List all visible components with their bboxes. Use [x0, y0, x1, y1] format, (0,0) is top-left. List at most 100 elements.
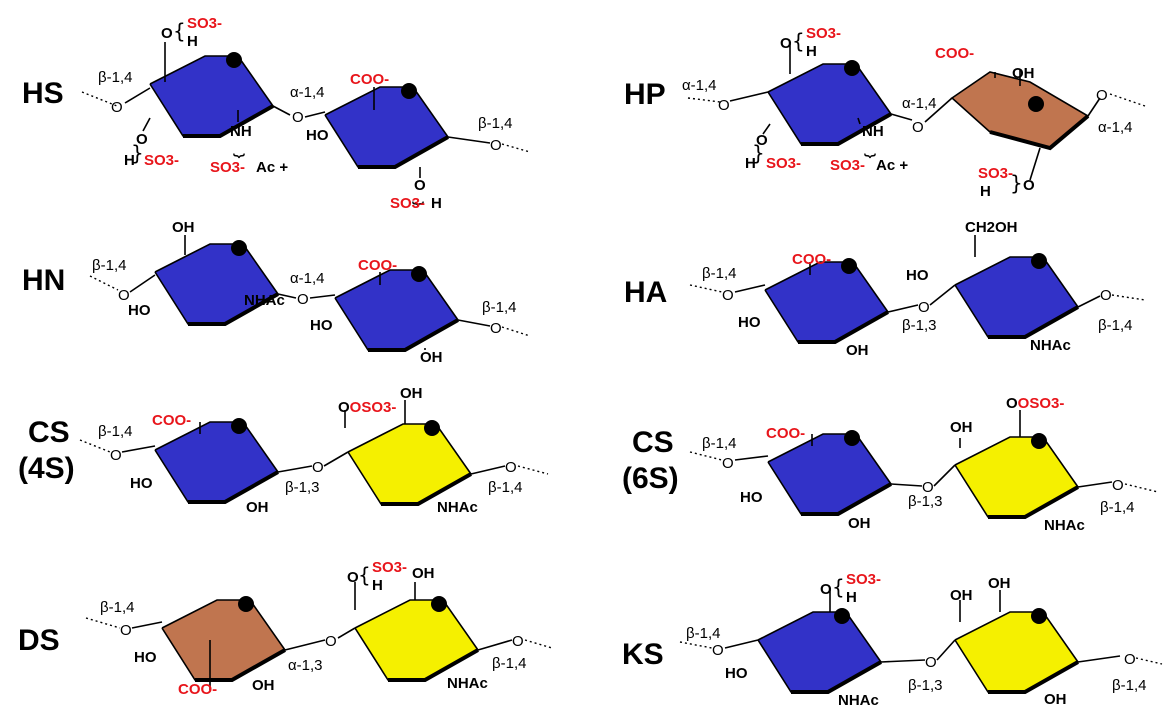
- hp-link-right: α-1,4: [1098, 119, 1133, 136]
- ks-gal-ring: [756, 606, 883, 694]
- svg-text:}: }: [1010, 171, 1023, 195]
- ha-oh: OH: [846, 342, 869, 359]
- svg-text:O: O: [111, 99, 123, 116]
- ds-galnac-ring: [353, 594, 480, 682]
- ks-link-mid: β-1,3: [908, 677, 942, 694]
- ha-link-right: β-1,4: [1098, 317, 1132, 334]
- svg-text:O: O: [1112, 477, 1124, 494]
- ds-ho: HO: [134, 649, 157, 666]
- hs-ho: HO: [306, 127, 329, 144]
- hn-link-right: β-1,4: [482, 299, 516, 316]
- cs6s-link-mid: β-1,3: [908, 493, 942, 510]
- hn-name: HN: [22, 264, 65, 297]
- ds-link-mid: α-1,3: [288, 657, 323, 674]
- ks-oh2: OH: [1044, 691, 1067, 708]
- hs-h-o6: H: [187, 33, 198, 50]
- hn-oh6: OH: [172, 219, 195, 236]
- hn-oh2: OH: [420, 349, 443, 366]
- cs6s-link-right: β-1,4: [1100, 499, 1134, 516]
- hs-link-left: β-1,4: [98, 69, 132, 86]
- hp-o6: O: [780, 35, 792, 52]
- hp-o3: O: [756, 132, 768, 149]
- hp-coo: COO-: [935, 45, 974, 62]
- ds-name: DS: [18, 624, 60, 657]
- ks-oh6: OH: [988, 575, 1011, 592]
- hs-h-o3: H: [124, 152, 135, 169]
- cs4s-oh: OH: [246, 499, 269, 516]
- hp-o2: O: [1023, 177, 1035, 194]
- svg-text:O: O: [718, 97, 730, 114]
- cs4s-oh6: OH: [400, 385, 423, 402]
- svg-text:}: }: [131, 141, 144, 165]
- svg-text:O: O: [297, 291, 309, 308]
- hp-so3-n: SO3-: [830, 157, 865, 174]
- hs-o3: O: [136, 131, 148, 148]
- svg-text:O: O: [292, 109, 304, 126]
- hs-so3-o6: SO3-: [187, 15, 222, 32]
- svg-text:O: O: [1100, 287, 1112, 304]
- svg-text:O: O: [1124, 651, 1136, 668]
- hn-nhac: NHAc: [244, 292, 285, 309]
- hs-idoa-ring: [323, 81, 450, 169]
- svg-text:O: O: [925, 654, 937, 671]
- hs-glcn-ring: [148, 50, 275, 138]
- cs4s-name-top: CS: [28, 416, 70, 449]
- svg-text:O: O: [722, 455, 734, 472]
- svg-text:O: O: [118, 287, 130, 304]
- ha-ho4: HO: [906, 267, 929, 284]
- svg-text:O: O: [918, 299, 930, 316]
- hp-anomeric-marker: [1028, 96, 1044, 112]
- hs-so3-n: SO3-: [210, 159, 245, 176]
- hp-ac: Ac +: [876, 157, 908, 174]
- hp-nh: NH: [862, 123, 884, 140]
- hs-nh: NH: [230, 123, 252, 140]
- ks-ho: HO: [725, 665, 748, 682]
- hs-coo: COO-: [350, 71, 389, 88]
- ks-glcnac-ring: [953, 606, 1080, 694]
- cs6s-name-bottom: (6S): [622, 462, 679, 495]
- svg-text:O: O: [912, 119, 924, 136]
- cs4s-oso3: OSO3-: [350, 399, 397, 416]
- cs4s-ho: HO: [130, 475, 153, 492]
- cs6s-ho: HO: [740, 489, 763, 506]
- hp-h-o3: H: [745, 155, 756, 172]
- cs4s-name-bottom: (4S): [18, 452, 75, 485]
- svg-text:O: O: [110, 447, 122, 464]
- panel-ha: HA β-1,4 O COO- HO OH β-1,3 O CH2OH HO N…: [624, 219, 1146, 359]
- hp-so3-o2: SO3-: [978, 165, 1013, 182]
- hs-so3-o2: SO3-: [390, 195, 425, 212]
- svg-text:O: O: [505, 459, 517, 476]
- panel-ds: DS β-1,4 O HO COO- OH α-1,3 O O { SO3- H…: [18, 559, 553, 698]
- svg-text:O: O: [922, 479, 934, 496]
- cs6s-oso3: OSO3-: [1018, 395, 1065, 412]
- hn-coo: COO-: [358, 257, 397, 274]
- ha-link-mid: β-1,3: [902, 317, 936, 334]
- svg-text:O: O: [312, 459, 324, 476]
- svg-text:{: {: [792, 29, 805, 53]
- svg-text:OOSO3-: OOSO3-: [1006, 395, 1064, 412]
- panel-cs6s: CS (6S) β-1,4 O COO- HO OH β-1,3 O OH OO…: [622, 395, 1159, 534]
- ha-ch2oh: CH2OH: [965, 219, 1018, 236]
- ha-coo: COO-: [792, 251, 831, 268]
- ks-oh4: OH: [950, 587, 973, 604]
- svg-text:{: {: [832, 575, 845, 599]
- hp-oh: OH: [1012, 65, 1035, 82]
- hn-glcn-ring: [153, 238, 280, 326]
- cs4s-link-left: β-1,4: [98, 423, 132, 440]
- cs6s-oh4: OH: [950, 419, 973, 436]
- panel-hp: HP α-1,4 O O { SO3- H O } H SO3- NH ⏟ SO…: [624, 25, 1146, 200]
- ds-o4: O: [347, 569, 359, 586]
- ds-link-left: β-1,4: [100, 599, 134, 616]
- cs4s-nhac: NHAc: [437, 499, 478, 516]
- hs-link-right: β-1,4: [478, 115, 512, 132]
- hn-link-mid: α-1,4: [290, 270, 325, 287]
- hs-h-o2: H: [431, 195, 442, 212]
- cs6s-name-top: CS: [632, 426, 674, 459]
- hs-o6: O: [161, 25, 173, 42]
- ha-name: HA: [624, 276, 667, 309]
- ha-nhac: NHAc: [1030, 337, 1071, 354]
- ds-idoa-ring: [160, 594, 287, 682]
- cs6s-glca-ring: [766, 428, 893, 516]
- ds-oh6: OH: [412, 565, 435, 582]
